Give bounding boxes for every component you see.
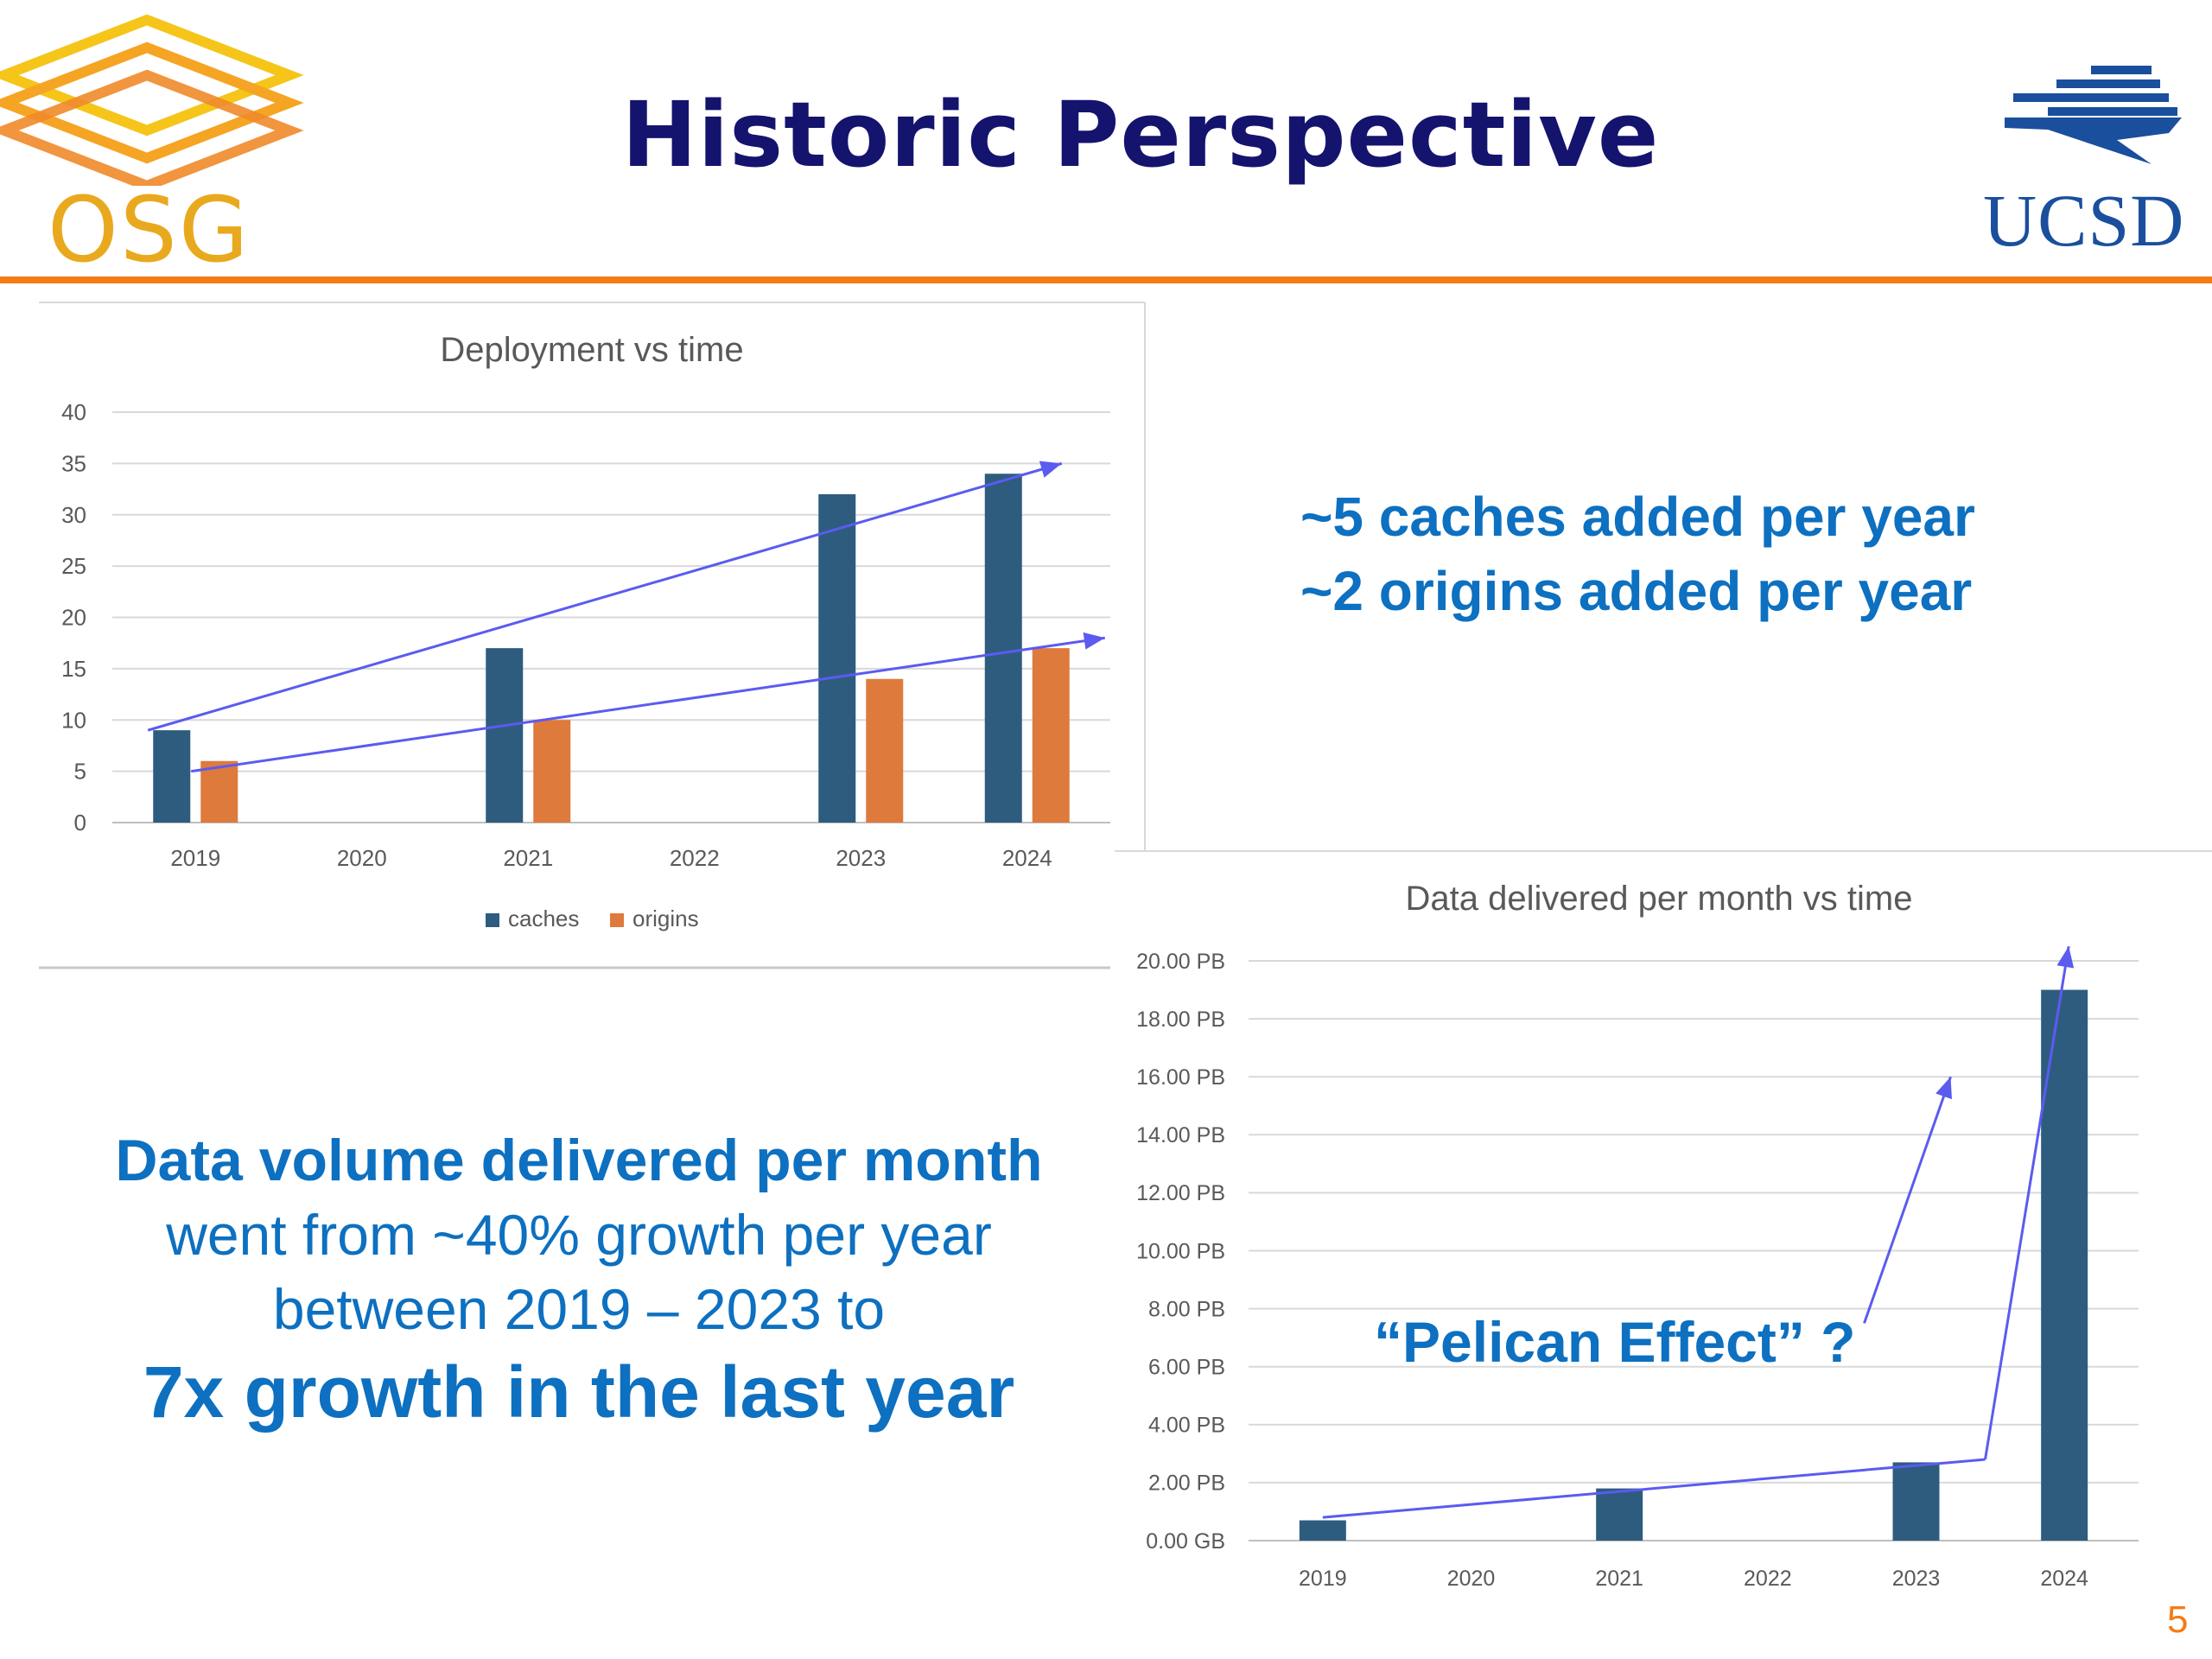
growth-notes: ~5 caches added per year ~2 origins adde… [1300,480,1975,628]
bar-origins-2023 [866,678,904,823]
y-tick-label: 6.00 PB [1148,1355,1225,1379]
x-tick-label: 2022 [670,845,720,871]
trend-arrows [1322,945,2075,1519]
trend-arrows [147,461,1105,773]
x-tick-label: 2019 [1299,1567,1347,1591]
y-tick-label: 0.00 GB [1146,1529,1225,1554]
chart-grid [112,411,1110,823]
ucsd-logo-text: UCSD [1983,179,2185,262]
trend-arrowhead [1936,1077,1952,1100]
y-tick-label: 30 [61,502,86,528]
bar-caches-2024 [984,474,1022,823]
y-tick-label: 18.00 PB [1136,1007,1225,1032]
bar-caches-2023 [818,494,856,823]
chart-title: Data delivered per month vs time [1406,880,1913,918]
osg-logo-text: OSG [48,177,251,283]
deployment-chart: Deployment vs time 0 5 10 15 20 25 30 35 40 2019… [39,302,1146,969]
trend-arrowhead [1083,632,1105,650]
summary-line-3: between 2019 – 2023 to [272,1277,886,1341]
x-axis: 2019 2020 2021 2022 2023 2024 [170,845,1052,871]
bar-caches-2019 [153,730,191,823]
x-tick-label: 2024 [1002,845,1052,871]
bar-caches-2021 [486,648,524,823]
legend-label-origins: origins [632,906,699,931]
trend-line [1863,1076,1952,1324]
y-tick-label: 12.00 PB [1136,1181,1225,1205]
summary-line-4: 7x growth in the last year [143,1351,1015,1433]
bar-value-2019 [1299,1520,1346,1541]
y-tick-label: 10 [61,707,86,733]
y-tick-label: 10.00 PB [1136,1239,1225,1263]
y-axis: 0.00 GB 2.00 PB 4.00 PB 6.00 PB 8.00 PB 10.00… [1136,950,1225,1554]
y-tick-label: 0 [74,810,86,836]
bar-value-2021 [1596,1488,1643,1541]
summary-line-1: Data volume delivered per month [115,1128,1043,1193]
trend-line [1984,945,2070,1460]
y-tick-label: 40 [61,399,86,425]
trend-line [1322,1458,1986,1519]
osg-logo-icon [0,14,304,186]
x-tick-label: 2022 [1744,1567,1792,1591]
y-tick-label: 2.00 PB [1148,1471,1225,1496]
y-tick-label: 14.00 PB [1136,1123,1225,1147]
x-tick-label: 2020 [1447,1567,1496,1591]
chart-grid [1249,960,2139,1541]
legend-swatch-origins [610,913,624,927]
ucsd-logo-icon [2005,66,2182,164]
note-caches: ~5 caches added per year [1300,486,1975,548]
y-tick-label: 16.00 PB [1136,1065,1225,1090]
bar-value-2023 [1892,1462,1940,1541]
x-tick-label: 2024 [2040,1567,2088,1591]
bars [1299,989,2088,1541]
bar-origins-2024 [1032,648,1070,823]
y-tick-label: 8.00 PB [1148,1297,1225,1321]
summary-text: Data volume delivered per month went fro… [52,1123,1106,1438]
y-tick-label: 15 [61,656,86,682]
x-tick-label: 2023 [1892,1567,1941,1591]
y-tick-label: 5 [74,759,86,785]
note-origins: ~2 origins added per year [1300,560,1973,622]
x-tick-label: 2021 [1595,1567,1643,1591]
bar-origins-2019 [200,760,238,823]
y-tick-label: 35 [61,450,86,476]
summary-line-2: went from ~40% growth per year [166,1203,992,1267]
legend: caches origins [486,906,699,931]
chart-title: Deployment vs time [440,331,743,369]
legend-label-caches: caches [508,906,579,931]
x-tick-label: 2021 [503,845,553,871]
y-tick-label: 20 [61,605,86,631]
y-axis: 0 5 10 15 20 25 30 35 40 [61,399,86,836]
x-tick-label: 2023 [836,845,886,871]
trend-arrowhead [1039,461,1062,478]
x-axis: 2019 2020 2021 2022 2023 2024 [1299,1567,2088,1591]
y-tick-label: 20.00 PB [1136,950,1225,974]
page-title: Historic Perspective [621,82,1660,188]
title-divider [0,276,2212,283]
trend-line [147,461,1063,732]
trend-arrowhead [2056,946,2075,969]
page-number: 5 [2167,1599,2189,1641]
trend-line [191,636,1105,773]
legend-swatch-caches [486,913,499,927]
y-tick-label: 25 [61,553,86,579]
y-tick-label: 4.00 PB [1148,1414,1225,1438]
x-tick-label: 2019 [170,845,220,871]
pelican-effect-label: “Pelican Effect” ? [1374,1310,1856,1374]
data-delivered-chart: Data delivered per month vs time 0.00 GB… [1115,850,2212,1591]
x-tick-label: 2020 [337,845,387,871]
bar-value-2024 [2041,989,2088,1541]
bars [153,474,1070,823]
bar-origins-2021 [533,720,571,823]
